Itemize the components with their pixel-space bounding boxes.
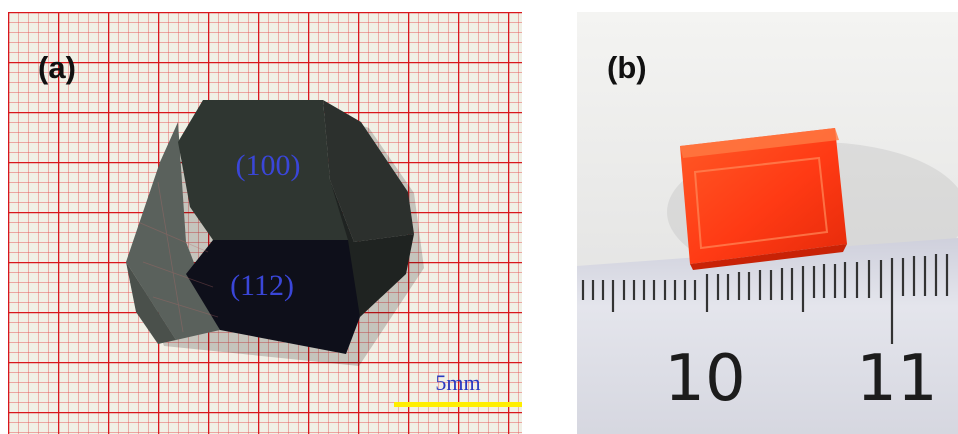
panel-a: (100) (112) 5mm (a)	[8, 12, 522, 434]
crystal-a	[126, 100, 424, 366]
crystal-right-facet	[323, 100, 414, 242]
panel-label-b: (b)	[607, 50, 647, 85]
panel-b-photo: 10 11	[577, 12, 958, 434]
face-label-100: (100)	[236, 149, 301, 182]
face-112	[186, 240, 360, 354]
ruler	[577, 238, 958, 434]
crystal-b	[680, 128, 847, 270]
face-label-112: (112)	[230, 269, 294, 302]
face-100	[178, 100, 348, 240]
scale-bar-label: 5mm	[435, 370, 480, 395]
ruler-number-11: 11	[856, 342, 937, 416]
scale-bar	[394, 402, 522, 407]
panel-label-a: (a)	[38, 50, 76, 85]
panel-a-photo: (100) (112) 5mm	[8, 12, 522, 434]
ruler-number-10: 10	[664, 342, 745, 416]
panel-b: 10 11 (b)	[577, 12, 958, 434]
ruler-ticks	[581, 254, 949, 344]
